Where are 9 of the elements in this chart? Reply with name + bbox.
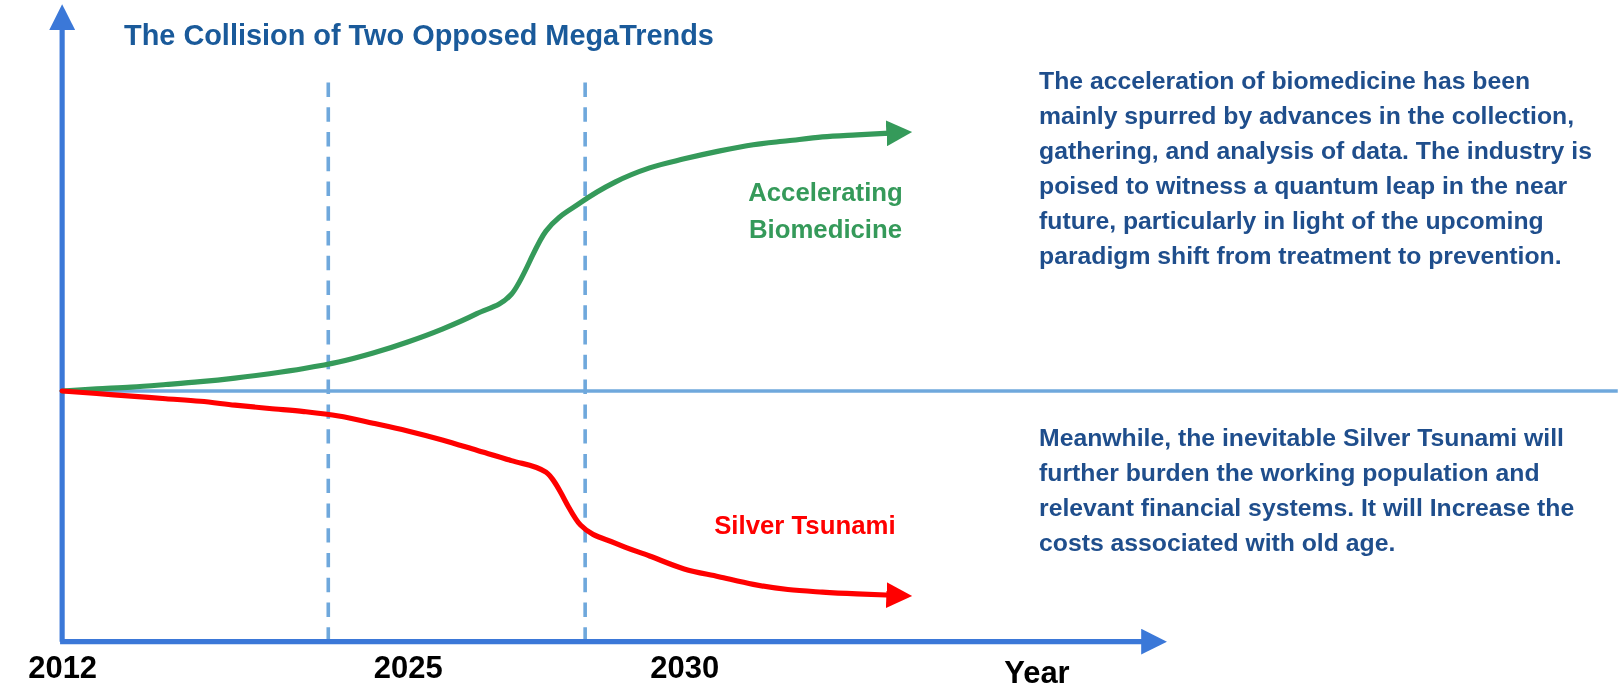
x-tick-label: 2030 <box>650 650 720 686</box>
x-tick-label: 2012 <box>28 650 98 686</box>
annotation: The acceleration of biomedicine has been mainly spurred by advances in the collection, gathering, and analysis of data. The industry is poised to witness a quantum leap in the near future, particularly in light of the upcoming paradigm shift from treatment to prevention. <box>1039 66 1592 270</box>
x-tick-label: 2025 <box>373 650 443 686</box>
series-label: Accelerating Biomedicine <box>748 178 903 244</box>
chart-title: The Collision of Two Opposed MegaTrends <box>124 19 714 52</box>
x-axis-title: Year <box>1004 654 1070 686</box>
series-label: Silver Tsunami <box>714 511 896 540</box>
annotation: Meanwhile, the inevitable Silver Tsunami will further burden the working population and relevant financial systems. It will Increase the costs associated with old age. <box>1039 423 1575 556</box>
